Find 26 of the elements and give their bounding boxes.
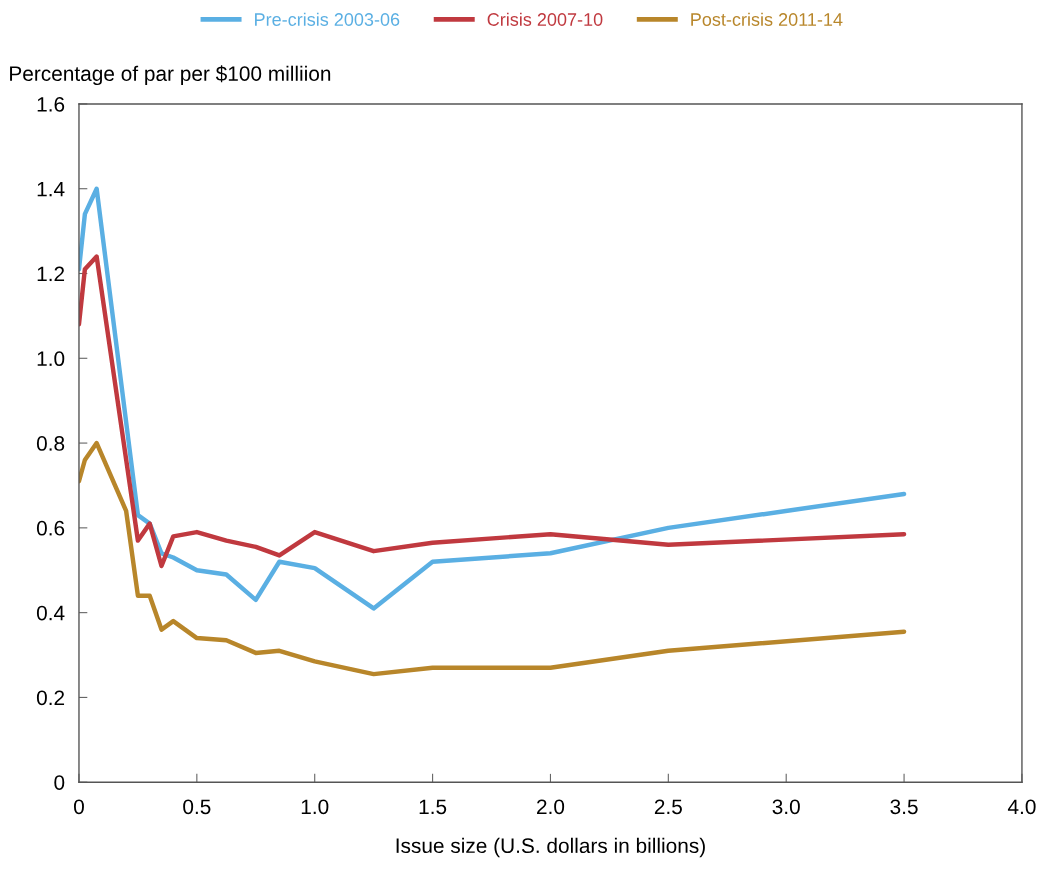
x-axis-title: Issue size (U.S. dollars in billions) — [396, 837, 705, 858]
y-tick-label: 1.4 — [37, 181, 65, 197]
x-tick-label: 0 — [73, 799, 84, 815]
x-tick-label: 4.0 — [1007, 799, 1036, 815]
x-tick-label: 2.0 — [537, 799, 565, 815]
x-tick-label: 0.5 — [183, 799, 211, 815]
y-tick-label: 1.2 — [37, 266, 65, 282]
x-tick-label: 3.5 — [890, 799, 918, 815]
y-tick-label: 0 — [54, 775, 65, 790]
legend-label: Crisis 2007-10 — [487, 12, 603, 26]
y-tick-label: 0.2 — [36, 690, 65, 706]
x-tick-label: 3.0 — [772, 799, 800, 815]
y-tick-label: 0.4 — [36, 605, 65, 621]
x-tick-label: 2.5 — [654, 799, 682, 815]
y-tick-label: 1.0 — [37, 351, 65, 367]
y-tick-label: 1.6 — [37, 96, 65, 112]
y-tick-label: 0.6 — [36, 520, 65, 536]
legend-label: Pre-crisis 2003-06 — [255, 12, 400, 26]
y-tick-label: 0.8 — [36, 436, 65, 451]
line-series — [78, 186, 907, 611]
line-series — [78, 254, 907, 569]
x-tick-label: 1.5 — [419, 799, 447, 815]
x-tick-label: 1.0 — [301, 799, 329, 815]
line-series — [78, 440, 907, 677]
y-axis-title: Percentage of par per $100 milliion — [10, 65, 331, 86]
legend-label: Post-crisis 2011-14 — [691, 12, 843, 26]
